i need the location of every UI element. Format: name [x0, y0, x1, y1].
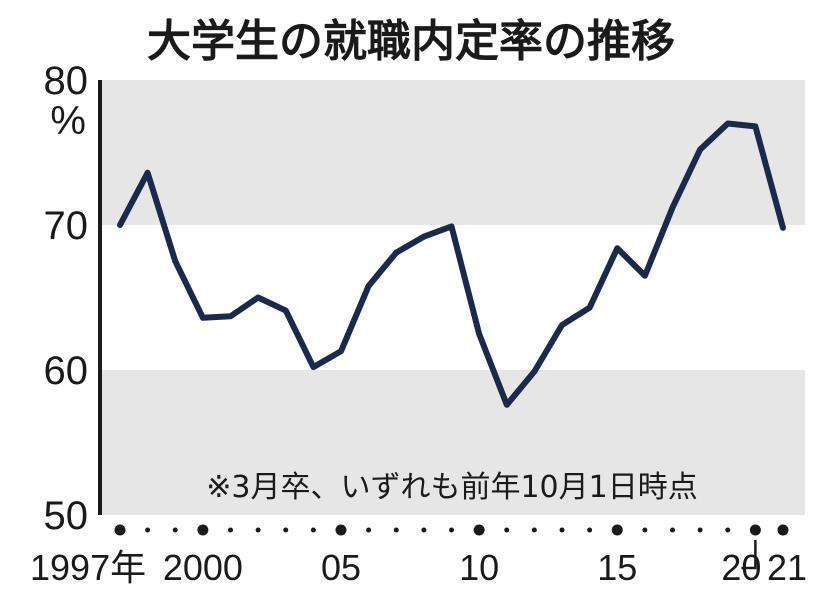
x-axis-dot: [197, 524, 209, 536]
x-axis-dot: [473, 524, 485, 536]
data-point: [228, 313, 234, 319]
x-axis-dot: [642, 527, 648, 533]
x-axis-dot: [310, 527, 316, 533]
x-tick-label: 15: [597, 547, 637, 588]
data-point: [117, 222, 123, 228]
x-tick-bracket: [741, 540, 757, 570]
data-point: [780, 225, 786, 231]
x-axis-dot: [531, 527, 537, 533]
data-point: [366, 283, 372, 289]
x-axis-dot: [504, 527, 510, 533]
data-point: [752, 123, 758, 129]
x-axis-dot: [228, 527, 233, 533]
data-point: [283, 308, 289, 314]
grid-band-1: [100, 80, 805, 225]
x-axis-dot: [725, 527, 731, 533]
x-tick-label: 05: [321, 547, 361, 588]
data-point: [145, 170, 151, 176]
grid-bands: [100, 80, 805, 515]
data-point: [587, 305, 593, 311]
x-tick-label: 1997年: [30, 547, 146, 588]
data-point: [725, 121, 731, 127]
series-line: [117, 120, 786, 408]
y-tick-label: 70: [44, 204, 89, 248]
data-point: [670, 205, 676, 211]
x-axis-dot: [559, 527, 565, 533]
x-axis-dot: [255, 527, 261, 533]
data-point: [614, 245, 620, 251]
x-axis-dot: [393, 527, 399, 533]
y-tick-label: 50: [44, 494, 89, 538]
data-point: [421, 234, 427, 240]
x-tick-label: 2000: [163, 547, 243, 588]
data-point: [172, 258, 178, 264]
y-tick-labels: 50 60 70 80: [44, 59, 89, 538]
data-point: [697, 147, 703, 153]
x-axis-dot: [749, 524, 761, 536]
data-point: [476, 331, 482, 337]
data-point: [200, 315, 206, 321]
x-axis-dots: [114, 524, 789, 536]
chart-title: 大学生の就職内定率の推移: [147, 16, 675, 67]
x-axis-dot: [670, 527, 675, 533]
data-point: [504, 402, 510, 408]
x-tick-label: 21: [767, 547, 807, 588]
x-tick-labels: 1997年 2000 05 10 15 20 21: [30, 547, 807, 588]
y-unit-label: %: [50, 99, 86, 143]
x-axis-dot: [172, 527, 178, 533]
x-axis-dot: [335, 524, 347, 536]
x-axis-dot: [283, 527, 289, 533]
x-axis-dot: [777, 524, 789, 536]
x-tick-label: 10: [459, 547, 499, 588]
x-axis-dot: [449, 527, 454, 533]
y-tick-label: 60: [44, 349, 89, 393]
data-point: [559, 322, 565, 328]
data-point: [338, 348, 344, 354]
data-point: [255, 295, 261, 301]
chart-note: ※3月卒、いずれも前年10月1日時点: [206, 470, 697, 505]
x-axis-dot: [587, 527, 593, 533]
x-axis-dot: [611, 524, 623, 536]
data-point: [642, 273, 648, 279]
x-axis-dot: [421, 527, 427, 533]
data-point: [310, 364, 316, 370]
x-axis-dot: [697, 527, 703, 533]
grid-band-0: [100, 370, 805, 515]
y-tick-label: 80: [44, 59, 89, 103]
x-axis-dot: [114, 524, 126, 536]
x-axis-dot: [366, 527, 372, 533]
data-point: [393, 250, 399, 256]
x-axis-dot: [145, 527, 151, 533]
data-point: [449, 223, 455, 229]
data-point: [531, 368, 537, 374]
